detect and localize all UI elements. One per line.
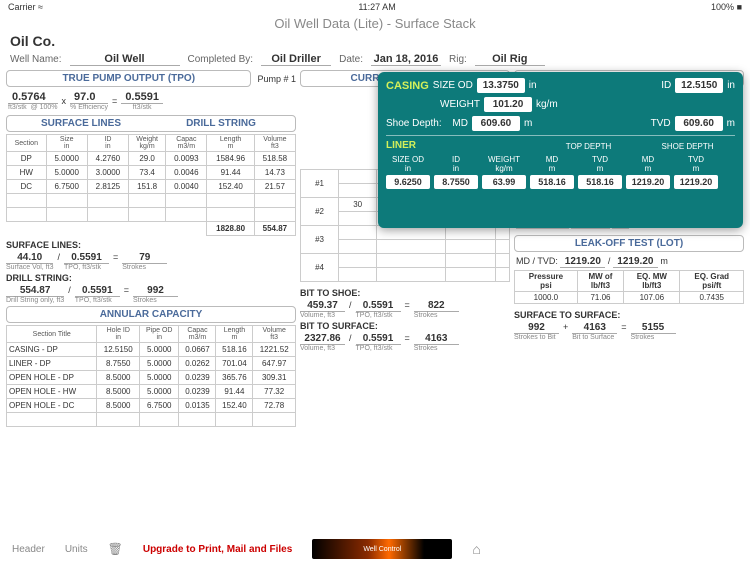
carrier: Carrier (8, 2, 36, 12)
completed-label: Completed By: (188, 54, 254, 65)
ac-title: ANNULAR CAPACITY (6, 306, 296, 323)
units-button[interactable]: Units (65, 544, 88, 555)
pump-number: Pump # 1 (257, 74, 296, 84)
upgrade-link[interactable]: Upgrade to Print, Mail and Files (143, 544, 292, 555)
sl-v1: 44.10 (6, 252, 53, 264)
liner-val-5[interactable]: 1219.20 (626, 175, 670, 189)
sl-calc-title: SURFACE LINES: (6, 240, 81, 250)
liner-val-1[interactable]: 8.7550 (434, 175, 478, 189)
liner-val-3[interactable]: 518.16 (530, 175, 574, 189)
trash-icon[interactable]: 🗑 (108, 542, 123, 556)
company: Oil Co. (10, 33, 55, 49)
tpo-title: TRUE PUMP OUTPUT (TPO) (6, 70, 251, 87)
header-button[interactable]: Header (12, 544, 45, 555)
rig[interactable]: Oil Rig (475, 53, 545, 66)
drill-string-table: SectionSizeinIDinWeightkg/mCapacm3/mLeng… (6, 134, 296, 236)
dst-v1: 554.87 (6, 285, 64, 297)
casing-od[interactable]: 13.3750 (477, 78, 525, 93)
well-label: Well Name: (10, 54, 62, 65)
casing-id[interactable]: 12.5150 (675, 78, 723, 93)
lot-title: LEAK-OFF TEST (LOT) (514, 235, 744, 252)
dst-v2: 0.5591 (75, 285, 120, 297)
date[interactable]: Jan 18, 2016 (371, 53, 441, 66)
ds-title: DRILL STRING (155, 118, 287, 129)
dst-calc-title: DRILL STRING: (6, 273, 72, 283)
home-icon[interactable]: ⌂ (472, 541, 480, 557)
battery: 100% ■ (711, 2, 742, 12)
tpo-v1[interactable]: 0.5764 (8, 91, 58, 104)
rig-label: Rig: (449, 54, 467, 65)
btsf-title: BIT TO SURFACE: (300, 321, 378, 331)
time: 11:27 AM (358, 2, 395, 12)
date-label: Date: (339, 54, 363, 65)
annular-table: Section TitleHole IDinPipe ODinCapacm3/m… (6, 325, 296, 427)
well-name[interactable]: Oil Well (70, 53, 180, 66)
sl-v3: 79 (122, 252, 167, 264)
shoe-md[interactable]: 609.60 (472, 116, 520, 131)
tpo-v2[interactable]: 97.0 (70, 91, 108, 104)
dst-v3: 992 (133, 285, 178, 297)
sl-v2: 0.5591 (64, 252, 109, 264)
shoe-tvd[interactable]: 609.60 (675, 116, 723, 131)
banner[interactable]: Well Control (312, 539, 452, 559)
casing-weight[interactable]: 101.20 (484, 97, 532, 112)
liner-label: LINER (386, 140, 416, 151)
page-title: Oil Well Data (Lite) - Surface Stack (0, 16, 750, 31)
casing-label: CASING (386, 80, 429, 92)
tpo-v3: 0.5591 (121, 91, 163, 104)
completed-by[interactable]: Oil Driller (261, 53, 331, 66)
sts-title: SURFACE TO SURFACE: (514, 310, 620, 320)
bts-title: BIT TO SHOE: (300, 288, 360, 298)
sl-title: SURFACE LINES (15, 118, 147, 129)
wifi-icon: ≈ (38, 2, 43, 12)
lot-table: PressurepsiMW oflb/ft3EQ. MWlb/ft3EQ. Gr… (514, 270, 744, 304)
liner-val-2[interactable]: 63.99 (482, 175, 526, 189)
liner-val-4[interactable]: 518.16 (578, 175, 622, 189)
liner-val-6[interactable]: 1219.20 (674, 175, 718, 189)
casing-liner-overlay: CASING SIZE OD 13.3750 in ID 12.5150 in … (378, 72, 743, 228)
liner-val-0[interactable]: 9.6250 (386, 175, 430, 189)
